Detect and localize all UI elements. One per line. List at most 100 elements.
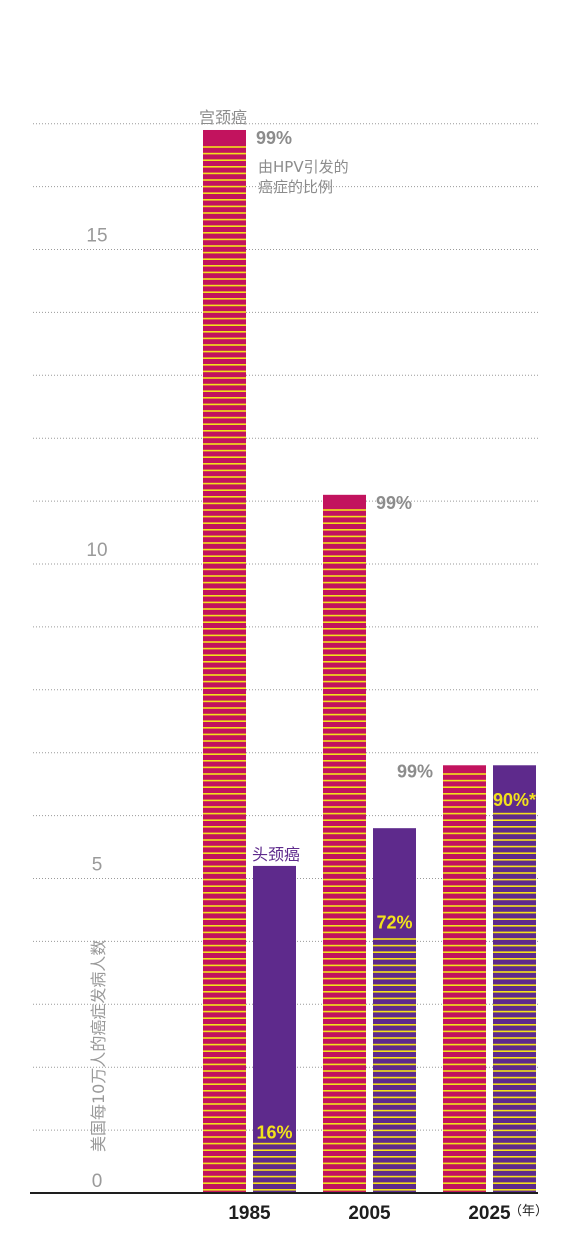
stripe <box>203 793 246 795</box>
stripe <box>203 436 246 439</box>
stripe <box>493 1156 536 1158</box>
stripe <box>443 1096 486 1099</box>
stripe <box>323 1063 366 1066</box>
stripe <box>443 958 486 960</box>
stripe <box>203 1083 246 1085</box>
stripe <box>323 931 366 934</box>
stripe <box>323 971 366 973</box>
stripe <box>203 390 246 392</box>
stripe <box>443 925 486 927</box>
stripe <box>493 1057 536 1059</box>
stripe <box>203 456 246 458</box>
stripe <box>493 984 536 986</box>
stripe <box>443 1116 486 1118</box>
stripe <box>253 1175 296 1178</box>
stripe <box>323 1004 366 1006</box>
stripe <box>203 350 246 353</box>
stripe <box>203 786 246 788</box>
stripe <box>443 892 486 894</box>
stripe <box>203 1090 246 1092</box>
y-tick-label: 5 <box>92 855 103 876</box>
y-tick-label: 0 <box>92 1171 103 1192</box>
stripe <box>203 423 246 425</box>
y-tick-label: 15 <box>86 226 107 247</box>
stripe <box>493 1096 536 1099</box>
stripe <box>323 984 366 986</box>
stripe <box>323 1030 366 1033</box>
stripe <box>323 628 366 630</box>
stripe <box>323 515 366 518</box>
stripe <box>203 661 246 663</box>
stripe <box>323 694 366 696</box>
stripe <box>203 284 246 287</box>
stripe <box>203 931 246 934</box>
hpv-share-label: 99% <box>256 128 292 148</box>
stripe <box>493 997 536 1000</box>
stripe <box>203 1004 246 1006</box>
stripe <box>493 925 536 927</box>
stripe <box>323 720 366 722</box>
stripe <box>323 727 366 729</box>
stripe <box>373 1189 416 1191</box>
stripe <box>203 1063 246 1066</box>
stripe <box>203 1175 246 1178</box>
stripe <box>203 179 246 181</box>
stripe <box>443 1156 486 1158</box>
stripe <box>443 1109 486 1112</box>
stripe <box>443 1136 486 1138</box>
stripe <box>443 977 486 980</box>
stripe <box>493 1182 536 1184</box>
stripe <box>323 713 366 716</box>
stripe <box>203 185 246 188</box>
stripe <box>203 839 246 841</box>
stripe <box>323 1050 366 1052</box>
stripe <box>323 562 366 564</box>
stripe <box>203 1189 246 1191</box>
stripe <box>443 865 486 868</box>
stripe <box>203 865 246 868</box>
stripe <box>323 753 366 755</box>
stripe <box>443 1090 486 1092</box>
stripe <box>373 1010 416 1013</box>
stripe <box>203 1050 246 1052</box>
stripe <box>203 568 246 571</box>
stripe <box>373 997 416 1000</box>
stripe <box>203 727 246 729</box>
stripe <box>203 370 246 373</box>
bar-head-neck-1985 <box>253 865 296 1193</box>
stripe <box>493 812 536 815</box>
stripe <box>493 1070 536 1072</box>
stripe <box>443 1142 486 1145</box>
stripe <box>443 1063 486 1066</box>
stripe <box>203 469 246 472</box>
stripe <box>203 760 246 762</box>
hpv-share-stripes <box>323 509 366 1191</box>
stripe <box>323 529 366 531</box>
stripe <box>443 898 486 901</box>
stripe <box>493 1090 536 1092</box>
stripe <box>443 1123 486 1125</box>
stripe <box>443 806 486 808</box>
stripe <box>203 377 246 379</box>
bar-cervical-2005 <box>323 494 366 1193</box>
stripe <box>203 443 246 445</box>
stripe <box>323 905 366 907</box>
stripe <box>203 826 246 828</box>
stripe <box>203 245 246 247</box>
hpv-share-label: 99% <box>376 493 412 513</box>
stripe <box>373 971 416 973</box>
stripe <box>203 1010 246 1013</box>
stripe <box>203 298 246 300</box>
stripe <box>443 786 486 788</box>
stripe <box>323 581 366 584</box>
hpv-share-label: 16% <box>256 1123 292 1143</box>
stripe <box>203 581 246 584</box>
stripe <box>203 1030 246 1033</box>
stripe <box>203 773 246 775</box>
stripe <box>373 964 416 967</box>
stripe <box>323 588 366 590</box>
stripe <box>493 1083 536 1085</box>
stripe <box>203 859 246 861</box>
stripe <box>203 1129 246 1132</box>
stripe <box>203 172 246 175</box>
